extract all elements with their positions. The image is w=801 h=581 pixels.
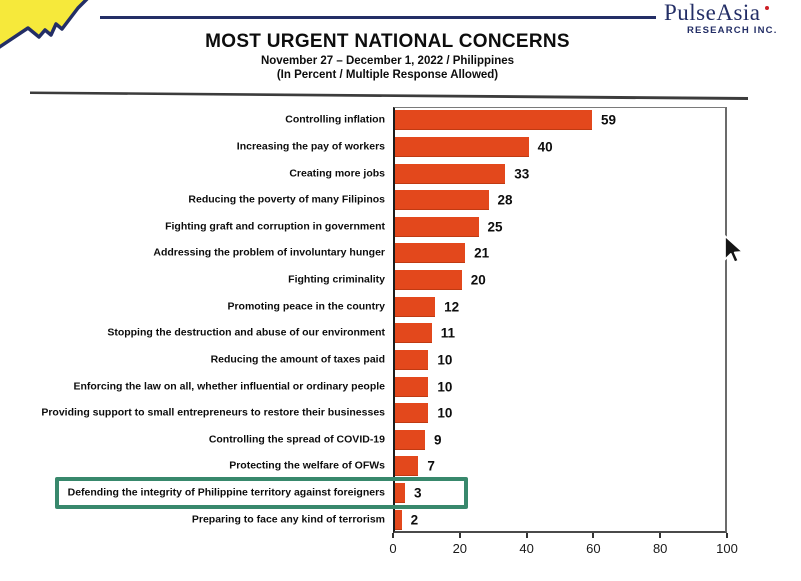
pulse-line-logo-icon xyxy=(0,0,89,49)
value-label: 10 xyxy=(437,352,453,368)
category-label: Stopping the destruction and abuse of ou… xyxy=(107,326,385,339)
bar-row: Controlling inflation 59 xyxy=(0,107,801,134)
value-label: 33 xyxy=(514,166,530,182)
category-label: Addressing the problem of involuntary hu… xyxy=(153,246,385,259)
category-label: Increasing the pay of workers xyxy=(236,140,385,153)
value-label: 9 xyxy=(434,432,442,448)
subtitle-note: (In Percent / Multiple Response Allowed) xyxy=(276,69,499,81)
bar xyxy=(395,216,479,237)
x-tick xyxy=(525,533,528,538)
x-tick-label: 40 xyxy=(519,541,534,556)
x-tick-label: 20 xyxy=(452,541,468,556)
bar-row: Controlling the spread of COVID-19 9 xyxy=(0,427,801,454)
page-title: MOST URGENT NATIONAL CONCERNS xyxy=(205,31,570,52)
category-label: Providing support to small entrepreneurs… xyxy=(41,406,385,419)
brand-i-dot xyxy=(765,6,769,10)
value-label: 20 xyxy=(470,272,486,288)
category-label: Defending the integrity of Philippine te… xyxy=(67,486,385,499)
bar xyxy=(395,403,429,424)
bar-row: Protecting the welfare of OFWs 7 xyxy=(0,453,801,480)
x-tick xyxy=(726,533,728,538)
value-label: 3 xyxy=(414,485,422,501)
value-label: 59 xyxy=(601,112,617,128)
bar-row: Promoting peace in the country 12 xyxy=(0,293,801,320)
bar xyxy=(395,376,429,397)
bar-row: Creating more jobs 33 xyxy=(0,160,801,187)
bar-row: Stopping the destruction and abuse of ou… xyxy=(0,320,801,347)
x-tick xyxy=(592,533,595,538)
bar xyxy=(395,243,466,264)
value-label: 11 xyxy=(440,325,456,341)
bar xyxy=(395,429,426,450)
subtitle-date: November 27 – December 1, 2022 / Philipp… xyxy=(260,55,515,67)
value-label: 10 xyxy=(437,405,453,421)
bar-row: Addressing the problem of involuntary hu… xyxy=(0,240,801,267)
brand-subtitle: RESEARCH INC. xyxy=(687,25,778,37)
x-tick xyxy=(659,533,662,538)
bar-row: Providing support to small entrepreneurs… xyxy=(0,400,801,427)
bar-row: Defending the integrity of Philippine te… xyxy=(0,480,801,507)
category-label: Controlling the spread of COVID-19 xyxy=(208,433,385,446)
x-tick-label: 100 xyxy=(716,541,738,556)
bar xyxy=(395,270,462,291)
plot-area-border xyxy=(393,107,727,533)
mouse-cursor-icon xyxy=(724,235,744,264)
bar xyxy=(395,349,429,370)
value-label: 10 xyxy=(437,379,453,395)
divider-line xyxy=(30,91,748,100)
category-label: Controlling inflation xyxy=(285,113,385,126)
bar xyxy=(395,296,436,317)
bar-row: Enforcing the law on all, whether influe… xyxy=(0,373,801,400)
category-label: Preparing to face any kind of terrorism xyxy=(191,513,385,526)
bar-row: Reducing the amount of taxes paid 10 xyxy=(0,347,801,374)
value-label: 28 xyxy=(497,192,513,208)
bar xyxy=(395,509,402,530)
bar-row: Preparing to face any kind of terrorism 2 xyxy=(0,506,801,533)
bar xyxy=(395,136,529,157)
value-label: 12 xyxy=(444,299,460,315)
bar xyxy=(395,483,406,504)
bar-row: Fighting graft and corruption in governm… xyxy=(0,214,801,241)
brand-logo: PulseAsia RESEARCH INC. xyxy=(664,0,798,37)
bar xyxy=(395,323,432,344)
bar xyxy=(395,163,506,184)
x-tick xyxy=(458,533,461,538)
brand-name: PulseAsia xyxy=(664,0,761,25)
bar-row: Reducing the poverty of many Filipinos 28 xyxy=(0,187,801,214)
category-label: Promoting peace in the country xyxy=(227,300,385,313)
value-label: 21 xyxy=(474,245,490,261)
bar xyxy=(395,110,593,131)
x-tick xyxy=(392,533,394,538)
category-label: Fighting criminality xyxy=(288,273,385,286)
x-tick-label: 60 xyxy=(586,541,601,556)
category-label: Creating more jobs xyxy=(289,167,385,180)
category-label: Enforcing the law on all, whether influe… xyxy=(73,380,385,393)
category-label: Reducing the poverty of many Filipinos xyxy=(188,193,385,206)
category-label: Reducing the amount of taxes paid xyxy=(210,353,385,366)
title-block: MOST URGENT NATIONAL CONCERNS November 2… xyxy=(30,31,745,81)
bar xyxy=(395,456,419,477)
value-label: 25 xyxy=(487,219,503,235)
x-tick-label: 0 xyxy=(389,541,397,556)
bar xyxy=(395,190,489,211)
bar-row: Increasing the pay of workers 40 xyxy=(0,134,801,161)
category-label: Protecting the welfare of OFWs xyxy=(229,459,385,472)
x-tick-label: 80 xyxy=(652,541,668,556)
header-rule xyxy=(100,16,656,19)
value-label: 7 xyxy=(427,458,435,474)
value-label: 2 xyxy=(410,512,419,528)
value-label: 40 xyxy=(537,139,553,155)
category-label: Fighting graft and corruption in governm… xyxy=(165,220,385,233)
bar-row: Fighting criminality 20 xyxy=(0,267,801,294)
